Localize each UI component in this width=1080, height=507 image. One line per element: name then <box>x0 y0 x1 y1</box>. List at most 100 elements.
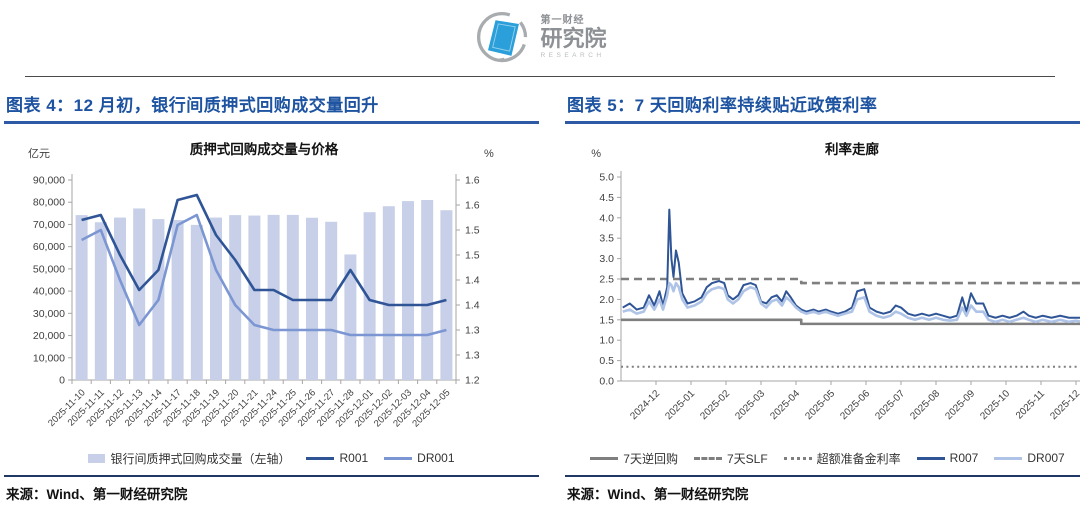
y-tick-label: 3.5 <box>599 233 614 245</box>
left-tick-label: 0 <box>59 375 65 387</box>
legend-label: 7天SLF <box>726 451 768 466</box>
legend-item: 7天SLF <box>693 450 768 467</box>
figure4-legend: 银行间质押式回购成交量（左轴） R001 DR001 <box>4 448 539 468</box>
right-tick-label: 1.5 <box>465 250 480 262</box>
right-tick-label: 1.3 <box>465 350 480 362</box>
right-axis-unit: % <box>484 148 494 160</box>
legend-line-swatch <box>916 456 945 460</box>
legend-line-swatch <box>783 456 812 460</box>
legend-line-swatch <box>590 456 619 460</box>
volume-bar <box>344 254 357 380</box>
y-axis-unit: % <box>591 148 601 160</box>
left-tick-label: 40,000 <box>33 286 65 298</box>
y-tick-label: 4.5 <box>599 192 614 204</box>
7天逆回购-line <box>621 318 1080 326</box>
y-tick-label: 4.0 <box>599 212 614 224</box>
left-tick-label: 30,000 <box>33 308 65 320</box>
y-tick-label: 0.0 <box>599 376 614 388</box>
y-tick-label: 5.0 <box>599 172 614 184</box>
legend-item: DR007 <box>994 451 1065 465</box>
left-tick-label: 50,000 <box>33 263 65 275</box>
dr007-line <box>622 281 1080 324</box>
figure4-source-divider <box>4 475 539 477</box>
x-tick-label: 2025-04 <box>768 388 802 422</box>
y-tick-label: 1.5 <box>599 314 614 326</box>
legend-label: R007 <box>949 451 979 465</box>
volume-bar <box>133 208 146 380</box>
legend-item: 超额准备金利率 <box>783 450 901 467</box>
legend-line-swatch <box>693 456 722 460</box>
x-tick-label: 2025-06 <box>838 388 872 422</box>
right-tick-label: 1.4 <box>465 300 480 312</box>
x-tick-label: 2025-05 <box>803 388 837 422</box>
volume-bar <box>267 214 280 380</box>
volume-bar <box>286 214 299 380</box>
legend-item: 银行间质押式回购成交量（左轴） <box>88 450 290 467</box>
figure5-chart: 利率走廊% 0.0 0.5 1.0 1.5 2.0 2.5 3.0 3.5 4.0 4.5 5.0 20… <box>591 141 1080 422</box>
axes <box>68 174 460 384</box>
logo-brand-small: 第一财经 <box>540 15 585 27</box>
figure5-heading: 图表 5：7 天回购利率持续贴近政策利率 <box>565 91 1080 124</box>
x-tick-label: 2025-10 <box>978 388 1012 422</box>
yicai-logo: 第一财经 研究院 RESEARCH <box>473 8 607 68</box>
figure4-source: 来源：Wind、第一财经研究院 <box>6 487 188 502</box>
chart-title: 质押式回购成交量与价格 <box>190 141 339 157</box>
r007-line <box>622 208 1080 319</box>
logo-brand-large: 研究院 <box>540 26 607 52</box>
right-tick-label: 1.6 <box>465 200 480 212</box>
figure5-source-divider <box>565 475 1080 477</box>
volume-bar <box>421 200 434 380</box>
y-tick-label: 0.5 <box>599 355 614 367</box>
left-tick-label: 70,000 <box>33 219 65 231</box>
yicai-logo-icon <box>477 11 528 63</box>
axes <box>617 171 1080 385</box>
left-tick-label: 90,000 <box>33 175 65 187</box>
7天slf-line <box>621 277 1080 285</box>
left-tick-label: 10,000 <box>33 352 65 364</box>
volume-bar <box>382 206 395 380</box>
left-tick-label: 20,000 <box>33 330 65 342</box>
dr001-line <box>80 213 447 337</box>
y-tick-label: 3.0 <box>599 253 614 265</box>
x-tick-label: 2025-12 <box>1048 388 1080 422</box>
volume-bar <box>171 220 184 380</box>
legend-bar-swatch <box>88 453 106 463</box>
x-tick-label: 2025-11 <box>1014 388 1048 422</box>
header-divider <box>25 76 1055 77</box>
y-tick-label: 2.5 <box>599 274 614 286</box>
figure4-heading: 图表 4：12 月初，银行间质押式回购成交量回升 <box>4 91 539 124</box>
r001-line <box>81 193 447 307</box>
left-tick-label: 80,000 <box>33 197 65 209</box>
legend-line-swatch <box>384 456 413 460</box>
volume-bar <box>94 222 107 380</box>
legend-label: R001 <box>339 451 369 465</box>
legend-label: 7天逆回购 <box>623 451 678 466</box>
legend-label: DR001 <box>417 451 455 465</box>
x-tick-label: 2025-09 <box>943 388 977 422</box>
x-tick-label: 2025-01 <box>663 388 697 422</box>
right-tick-label: 1.3 <box>465 325 480 337</box>
x-tick-label: 2025-07 <box>873 388 907 422</box>
figure-panels: 图表 4：12 月初，银行间质押式回购成交量回升 质押式回购成交量与价格 亿元% 0… <box>0 77 1080 503</box>
yicai-logo-text: 第一财经 研究院 RESEARCH <box>540 16 606 60</box>
figure4-panel: 图表 4：12 月初，银行间质押式回购成交量回升 质押式回购成交量与价格 亿元% 0… <box>4 87 539 503</box>
figure4-chart: 质押式回购成交量与价格 亿元 % 0 10,000 20,000 30,000 40,000 5… <box>28 141 494 429</box>
legend-item: 7天逆回购 <box>590 450 678 467</box>
x-tick-label: 2025-02 <box>698 388 732 422</box>
legend-item: R007 <box>916 451 979 465</box>
legend-line-swatch <box>994 456 1023 460</box>
figure5-legend: 7天逆回购 7天SLF 超额准备金利率 R007 DR007 <box>565 448 1080 468</box>
x-tick-label: 2025-08 <box>908 388 942 422</box>
volume-bar <box>190 224 203 380</box>
legend-line-swatch <box>306 456 335 460</box>
x-tick-label: 2024-12 <box>628 388 662 422</box>
volume-bar <box>402 201 414 380</box>
left-axis-unit: 亿元 <box>28 147 50 160</box>
volume-bar <box>363 212 376 380</box>
legend-item: DR001 <box>384 451 455 465</box>
legend-label: DR007 <box>1027 451 1065 465</box>
logo-brand-english: RESEARCH <box>540 52 605 60</box>
volume-bar <box>114 217 126 380</box>
left-tick-label: 60,000 <box>33 241 65 253</box>
